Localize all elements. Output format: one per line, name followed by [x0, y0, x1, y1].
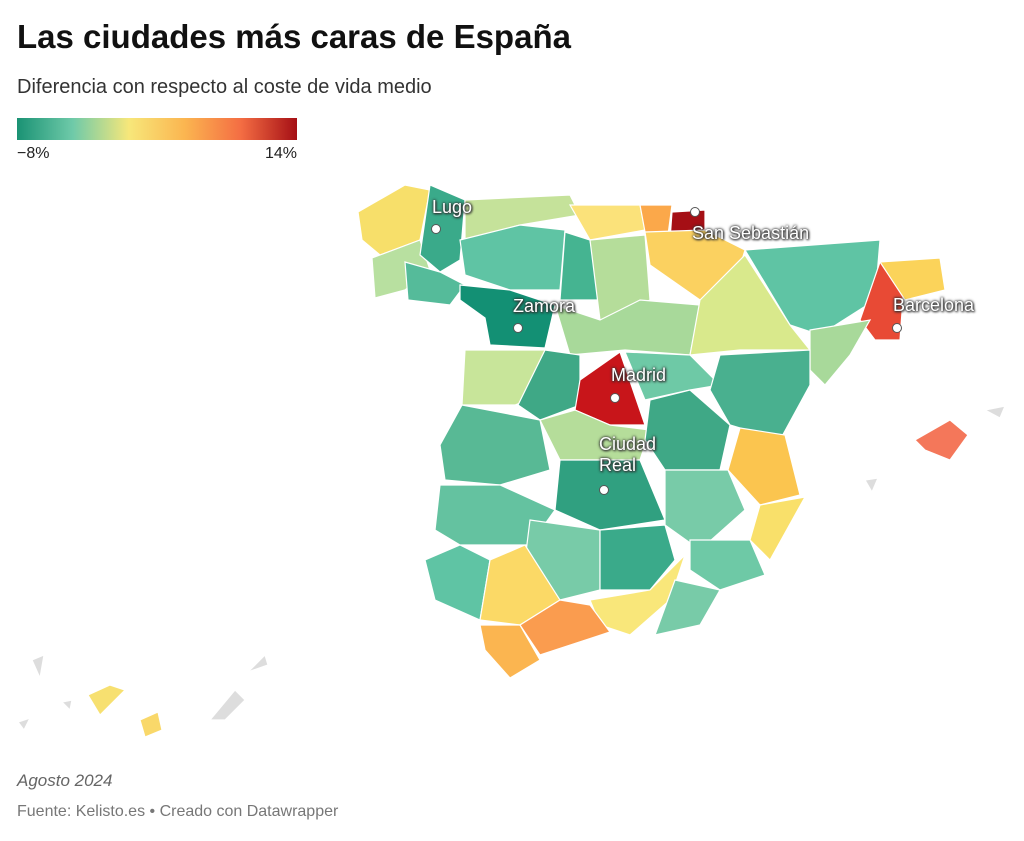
- city-dot: [431, 224, 441, 234]
- province: [424, 544, 491, 621]
- source: Fuente: Kelisto.es • Creado con Datawrap…: [17, 803, 339, 820]
- island: [87, 684, 127, 716]
- province: [809, 319, 872, 386]
- city-label: San Sebastián: [692, 223, 810, 243]
- province: [639, 204, 673, 236]
- city-label: Barcelona: [893, 295, 975, 315]
- city-dot: [513, 323, 523, 333]
- province: [568, 204, 646, 241]
- note: Agosto 2024: [17, 771, 113, 790]
- legend-tick-label: 14%: [264, 145, 297, 162]
- province: [439, 404, 551, 486]
- province: [464, 194, 581, 241]
- city-dot: [599, 485, 609, 495]
- province: [664, 469, 746, 551]
- province: [419, 184, 466, 273]
- province: [554, 299, 701, 356]
- province: [589, 234, 651, 321]
- province: [574, 351, 646, 426]
- city-label: Lugo: [432, 197, 473, 217]
- province: [599, 524, 676, 591]
- province: [404, 261, 466, 306]
- province: [727, 427, 801, 506]
- legend-gradient: [17, 118, 297, 140]
- province: [459, 284, 556, 349]
- city-label: Ciudad Real: [599, 434, 657, 475]
- legend: −8% 14%: [17, 118, 297, 162]
- subtitle: Diferencia con respecto al coste de vida…: [17, 76, 432, 98]
- province: [624, 351, 722, 401]
- city-label: Madrid: [611, 365, 667, 385]
- city-dot: [610, 393, 620, 403]
- island: [139, 711, 163, 738]
- province: [517, 349, 581, 421]
- province: [689, 539, 766, 591]
- province: [878, 257, 946, 301]
- province: [519, 599, 611, 656]
- legend-tick-label: −8%: [17, 145, 50, 162]
- provinces: [17, 184, 1006, 738]
- island: [17, 653, 269, 732]
- province: [479, 624, 541, 679]
- island: [864, 405, 1006, 494]
- province: [749, 496, 807, 561]
- island: [914, 419, 969, 461]
- city-dot: [690, 207, 700, 217]
- province: [459, 224, 566, 291]
- title: Las ciudades más caras de España: [17, 18, 571, 55]
- city-dot: [892, 323, 902, 333]
- province: [654, 579, 721, 636]
- province: [554, 459, 666, 531]
- city-label: Zamora: [513, 296, 576, 316]
